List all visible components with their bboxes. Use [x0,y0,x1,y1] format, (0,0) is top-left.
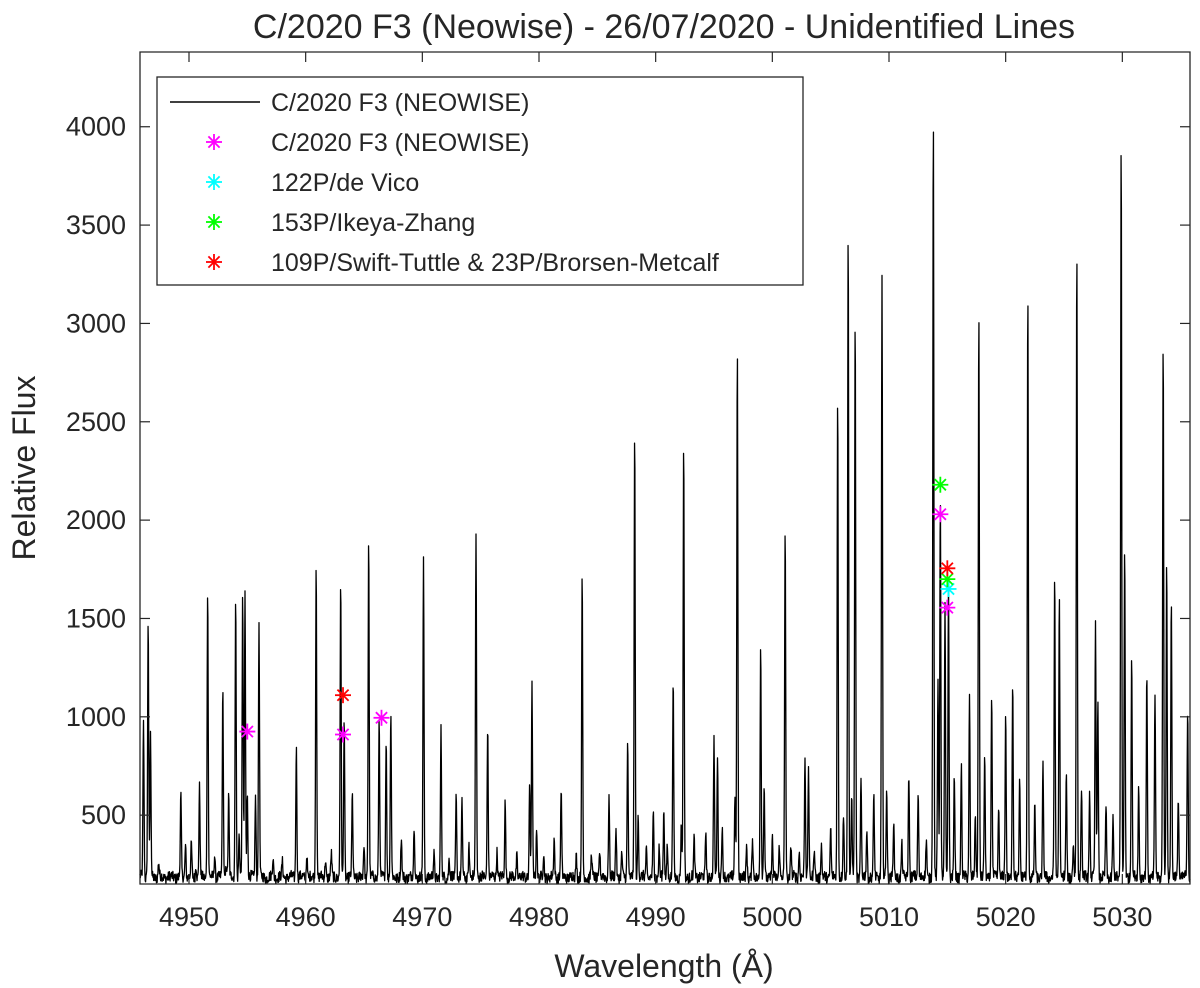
y-tick-label: 2000 [66,505,126,535]
x-tick-label: 4950 [159,902,219,932]
legend-asterisk [206,254,222,270]
marker-point [335,687,351,704]
marker-point [940,580,957,597]
x-axis: 4950 4960 4970 4980 4990 5000 5010 5020 5030 [159,52,1152,932]
x-axis-label: Wavelength (Å) [554,948,773,984]
legend-label-neowise: C/2020 F3 (NEOWISE) [271,129,529,157]
legend-marker-ikeya-zhang [206,214,222,230]
marker-point [939,560,956,577]
y-axis: 500 1000 1500 2000 2500 3000 3500 4000 [66,112,1190,830]
y-tick-label: 1500 [66,603,126,633]
legend-marker-swift-tuttle [206,254,222,270]
marker-point [335,726,351,743]
x-tick-label: 4990 [626,902,686,932]
x-tick-label: 5000 [742,902,802,932]
x-tick-label: 5010 [859,902,919,932]
legend-asterisk [206,134,222,150]
y-axis-label: Relative Flux [6,376,42,561]
legend-asterisk [206,174,222,190]
legend-marker-de-vico [206,174,222,190]
plot-frame [139,51,1191,885]
y-tick-label: 3500 [66,210,126,240]
chart-title: C/2020 F3 (Neowise) - 26/07/2020 - Unide… [253,8,1075,46]
x-tick-label: 4970 [392,902,452,932]
marker-point [932,506,949,523]
legend-marker-neowise [206,134,222,150]
y-tick-label: 2500 [66,407,126,437]
marker-point [939,599,956,616]
marker-point [239,723,256,740]
spectrum-line [139,131,1191,885]
legend-box [156,76,804,286]
x-tick-label: 5030 [1092,902,1152,932]
x-tick-label: 5020 [976,902,1036,932]
x-tick-label: 4980 [509,902,569,932]
marker-point [373,709,390,726]
legend-label-ikeya-zhang: 153P/Ikeya-Zhang [271,209,475,237]
y-tick-label: 4000 [66,112,126,142]
y-tick-label: 1000 [66,702,126,732]
marker-point [932,476,949,493]
legend-asterisk [206,214,222,230]
y-tick-label: 500 [81,800,126,830]
legend-label-de-vico: 122P/de Vico [271,169,419,197]
y-tick-label: 3000 [66,308,126,338]
x-tick-label: 4960 [276,902,336,932]
legend: C/2020 F3 (NEOWISE) C/2020 F3 (NEOWISE) … [156,76,804,286]
legend-label-swift-tuttle: 109P/Swift-Tuttle & 23P/Brorsen-Metcalf [271,249,719,277]
legend-label-spectrum: C/2020 F3 (NEOWISE) [271,89,529,117]
marker-layer [239,476,957,743]
